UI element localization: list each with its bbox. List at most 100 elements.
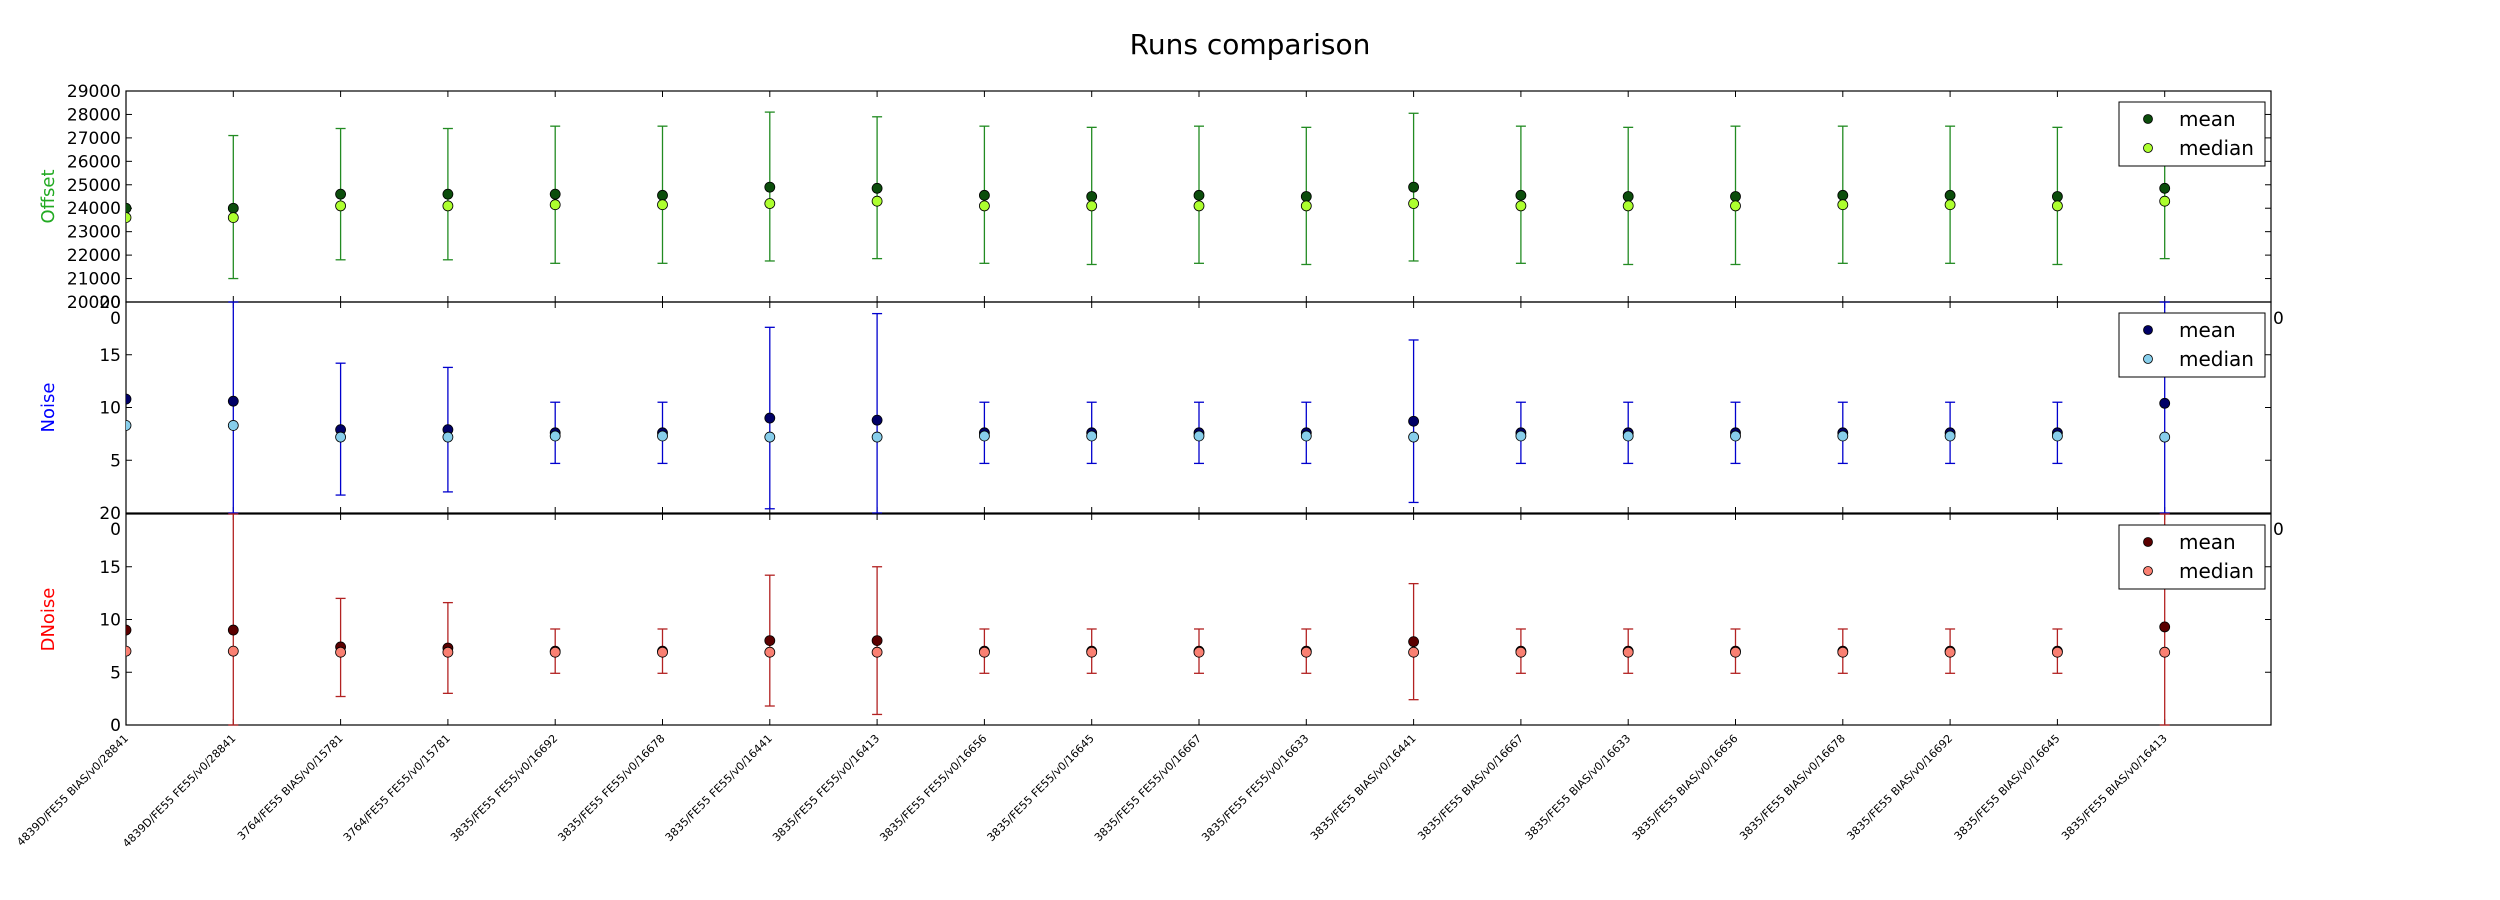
noise-median-point [227,420,239,431]
dnoise-mean-point [126,624,132,636]
offset-mean-point [2051,191,2063,202]
offset-ytick-label: 22000 [67,246,121,266]
noise-median-point [979,430,990,442]
offset-mean-point [1408,181,1419,193]
noise-median-point [1300,430,1312,442]
offset-mean-point [1622,191,1634,202]
dnoise-mean-point [871,635,883,646]
x-category-label: 4839D/FE55 FE55/v0/28841 [120,732,238,850]
dnoise-ytick-label: 10 [99,611,121,631]
dnoise-axis-label: DNoise [38,588,59,652]
noise-right-label: 0 [2273,520,2284,540]
x-category-label: 3835/FE55 FE55/v0/16678 [555,732,667,844]
dnoise-median-point [1622,646,1634,658]
noise-median-point [657,430,668,442]
offset-legend-median-marker [2143,143,2153,153]
dnoise-median-point [1730,646,1741,658]
offset-ytick-label: 26000 [67,152,121,172]
noise-median-point [335,431,347,443]
dnoise-ytick-label: 15 [99,558,121,578]
noise-mean-point [126,393,132,405]
offset-median-point [126,212,132,223]
noise-median-point [1944,430,1956,442]
offset-mean-point [2159,182,2171,194]
noise-mean-point [764,412,776,424]
x-category-label: 3764/FE55 BIAS/v0/15781 [235,732,346,843]
noise-median-point [1408,431,1419,443]
offset-bottom-corner-label: 0 [110,309,121,329]
offset-median-point [764,198,776,209]
noise-median-point [871,431,883,443]
dnoise-median-point [2159,646,2171,658]
dnoise-mean-point [1408,636,1419,648]
offset-median-point [1086,200,1098,212]
offset-mean-point [442,188,454,200]
noise-median-point [442,431,454,443]
offset-mean-point [657,189,668,201]
noise-legend-median-label: median [2179,347,2254,371]
dnoise-legend-median-marker [2143,566,2153,576]
offset-mean-point [1086,191,1098,202]
noise-median-point [1086,430,1098,442]
offset-ytick-label: 27000 [67,129,121,149]
dnoise-median-point [764,646,776,658]
x-category-label: 3835/FE55 BIAS/v0/16441 [1308,732,1419,843]
offset-mean-point [227,202,239,214]
dnoise-median-point [1515,646,1527,658]
offset-mean-point [126,202,132,214]
noise-median-point [126,420,132,431]
offset-mean-point [1300,191,1312,202]
noise-median-point [2159,431,2171,443]
noise-legend-mean-label: mean [2179,318,2236,342]
dnoise-mean-point [764,635,776,646]
x-category-label: 3835/FE55 FE55/v0/16667 [1092,732,1204,844]
noise-median-point [1622,430,1634,442]
offset-median-point [1622,200,1634,212]
offset-mean-point [549,188,561,200]
offset-median-point [549,199,561,211]
dnoise-median-point [871,646,883,658]
noise-ytick-label: 5 [110,451,121,471]
offset-median-point [871,195,883,207]
noise-mean-point [871,414,883,426]
offset-ytick-label: 29000 [67,82,121,102]
noise-corner-label: 20 [99,504,121,524]
offset-legend-median-label: median [2179,136,2254,160]
noise-mean-point [227,395,239,407]
x-category-label: 3835/FE55 BIAS/v0/16692 [1844,732,1955,843]
dnoise-legend-mean-label: mean [2179,530,2236,554]
noise-ytick-label: 10 [99,399,121,419]
x-category-label: 4839D/FE55 BIAS/v0/28841 [14,732,131,849]
offset-legend-mean-label: mean [2179,107,2236,131]
offset-median-point [1300,200,1312,212]
offset-mean-point [1730,191,1741,202]
offset-mean-point [335,188,347,200]
x-category-label: 3835/FE55 BIAS/v0/16667 [1415,732,1526,843]
offset-median-point [657,199,668,211]
x-category-label: 3835/FE55 FE55/v0/16645 [985,732,1097,844]
x-category-label: 3764/FE55 FE55/v0/15781 [341,732,453,844]
dnoise-median-point [1300,646,1312,658]
noise-mean-point [2159,397,2171,409]
dnoise-mean-point [2159,621,2171,633]
noise-median-point [1193,430,1205,442]
dnoise-ytick-label: 5 [110,663,121,683]
dnoise-median-point [1086,646,1098,658]
x-category-label: 3835/FE55 FE55/v0/16441 [663,732,775,844]
x-category-label: 3835/FE55 BIAS/v0/16633 [1523,732,1634,843]
dnoise-median-point [1944,646,1956,658]
offset-corner-label: 20 [99,293,121,313]
dnoise-legend-mean-marker [2143,537,2153,547]
noise-legend-mean-marker [2143,325,2153,335]
offset-median-point [2051,200,2063,212]
noise-median-point [549,430,561,442]
noise-ytick-label: 15 [99,346,121,366]
noise-median-point [764,431,776,443]
noise-median-point [2051,430,2063,442]
noise-axis-label: Noise [38,383,59,433]
noise-median-point [1515,430,1527,442]
dnoise-median-point [442,646,454,658]
offset-legend [2118,101,2266,167]
offset-axis-label: Offset [38,169,59,223]
